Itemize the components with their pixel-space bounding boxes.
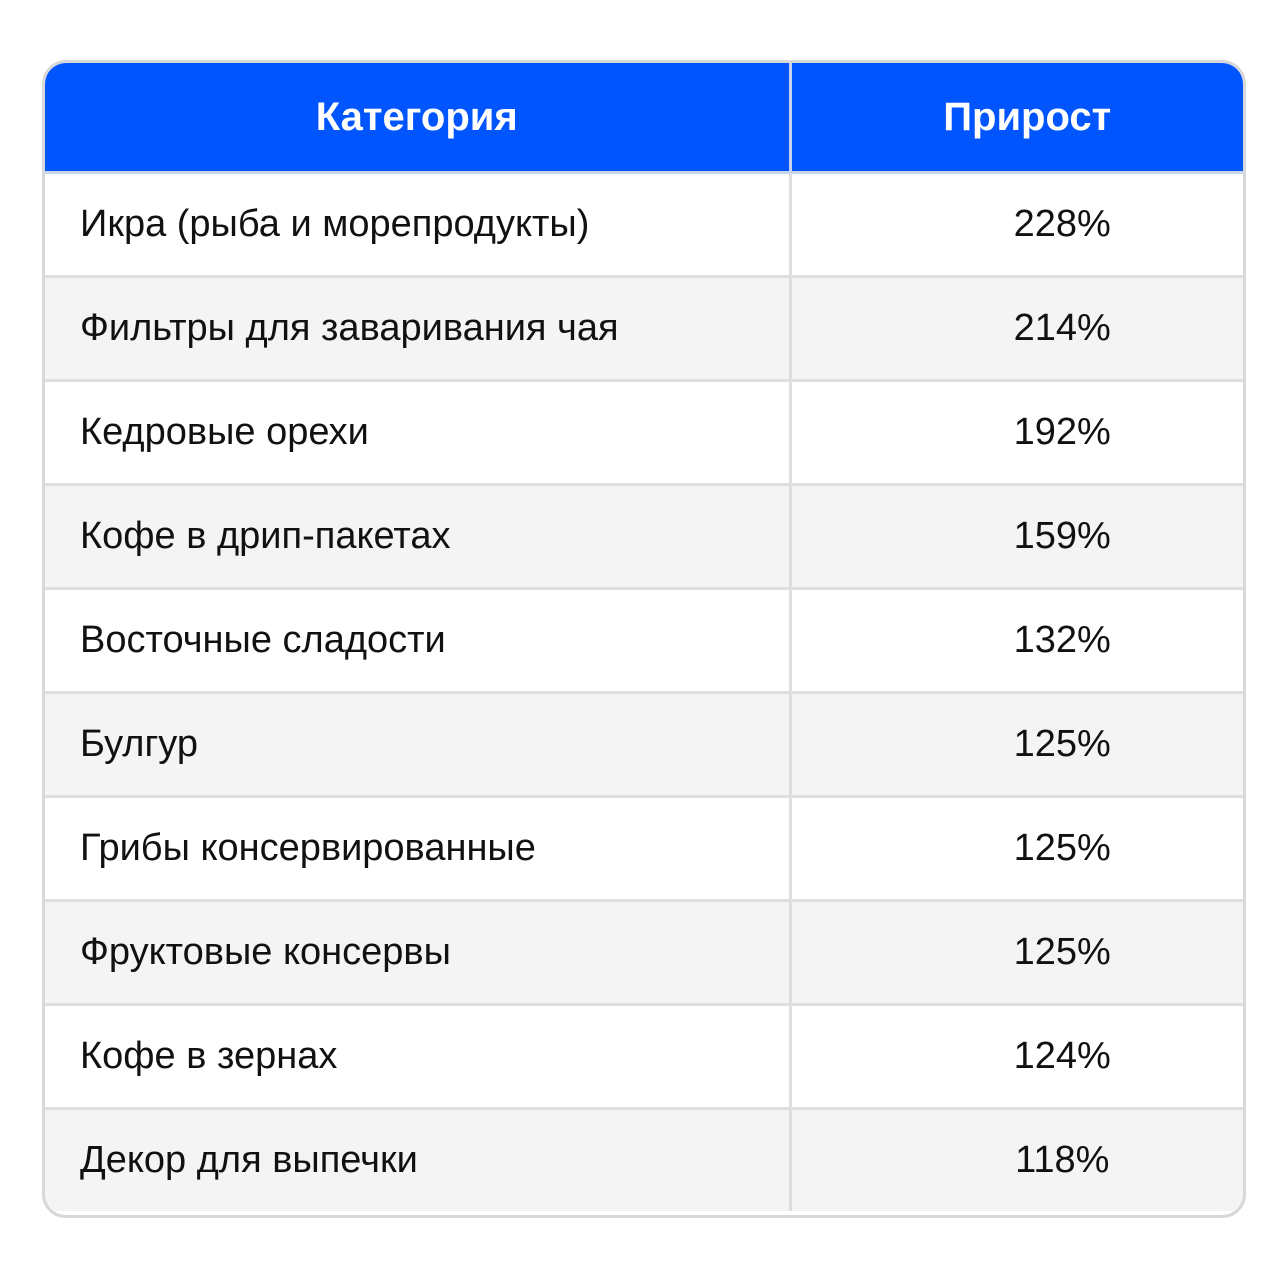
table-row: Грибы консервированные 125% bbox=[45, 796, 1243, 902]
growth-cell: 124% bbox=[790, 1004, 1243, 1110]
table-header: Категория Прирост bbox=[45, 63, 1243, 174]
growth-cell: 118% bbox=[790, 1108, 1243, 1211]
table-row: Декор для выпечки 118% bbox=[45, 1108, 1243, 1211]
table-row: Кофе в зернах 124% bbox=[45, 1004, 1243, 1110]
table-row: Фруктовые консервы 125% bbox=[45, 900, 1243, 1006]
growth-cell: 125% bbox=[790, 796, 1243, 902]
table-row: Восточные сладости 132% bbox=[45, 588, 1243, 694]
header-row: Категория Прирост bbox=[45, 63, 1243, 174]
category-cell: Фильтры для заваривания чая bbox=[45, 276, 792, 382]
column-header-category: Категория bbox=[45, 63, 792, 174]
table-body: Икра (рыба и морепродукты) 228% Фильтры … bbox=[45, 172, 1243, 1211]
growth-cell: 214% bbox=[790, 276, 1243, 382]
category-cell: Кофе в зернах bbox=[45, 1004, 792, 1110]
growth-cell: 125% bbox=[790, 692, 1243, 798]
category-cell: Фруктовые консервы bbox=[45, 900, 792, 1006]
growth-table-grid: Категория Прирост Икра (рыба и морепроду… bbox=[45, 63, 1243, 1211]
column-header-growth: Прирост bbox=[790, 63, 1243, 174]
table-row: Икра (рыба и морепродукты) 228% bbox=[45, 172, 1243, 278]
growth-cell: 132% bbox=[790, 588, 1243, 694]
category-cell: Икра (рыба и морепродукты) bbox=[45, 172, 792, 278]
category-cell: Грибы консервированные bbox=[45, 796, 792, 902]
table-row: Кедровые орехи 192% bbox=[45, 380, 1243, 486]
table-row: Булгур 125% bbox=[45, 692, 1243, 798]
table-row: Кофе в дрип-пакетах 159% bbox=[45, 484, 1243, 590]
growth-cell: 192% bbox=[790, 380, 1243, 486]
category-cell: Восточные сладости bbox=[45, 588, 792, 694]
growth-cell: 159% bbox=[790, 484, 1243, 590]
table-row: Фильтры для заваривания чая 214% bbox=[45, 276, 1243, 382]
category-cell: Декор для выпечки bbox=[45, 1108, 792, 1211]
category-cell: Кофе в дрип-пакетах bbox=[45, 484, 792, 590]
category-cell: Кедровые орехи bbox=[45, 380, 792, 486]
category-cell: Булгур bbox=[45, 692, 792, 798]
growth-table: Категория Прирост Икра (рыба и морепроду… bbox=[42, 60, 1246, 1218]
growth-cell: 228% bbox=[790, 172, 1243, 278]
growth-cell: 125% bbox=[790, 900, 1243, 1006]
